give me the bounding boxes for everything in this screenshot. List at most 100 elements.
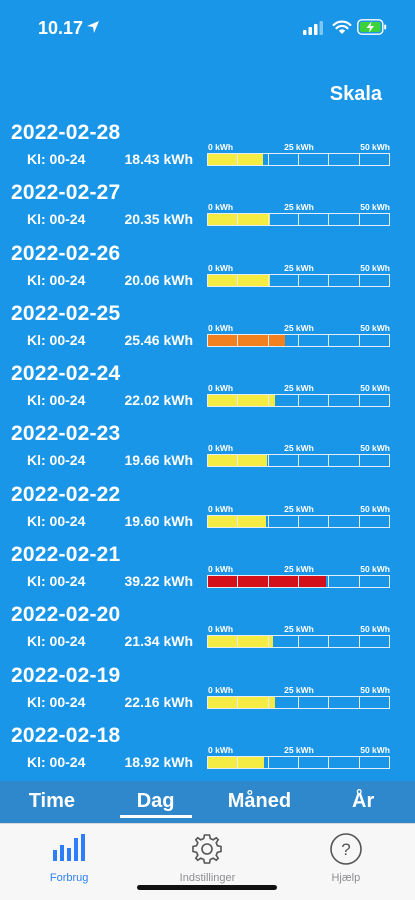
tab-hjaelp[interactable]: ? Hjælp bbox=[277, 824, 415, 900]
svg-text:?: ? bbox=[341, 840, 350, 859]
bar-fill bbox=[238, 515, 267, 527]
day-date: 2022-02-27 bbox=[11, 181, 121, 205]
scale-tick-label: 25 kWh bbox=[284, 503, 314, 514]
day-interval: Kl: 00-24 bbox=[27, 753, 86, 770]
bar-fill bbox=[208, 455, 238, 467]
bar-segment bbox=[208, 395, 239, 407]
consumption-bar bbox=[207, 153, 390, 166]
scale-tick-label: 0 kWh bbox=[208, 383, 234, 394]
day-row[interactable]: 2022-02-22 Kl: 00-24 19.60 kWh 0 kWh 25 kWh 5… bbox=[0, 479, 415, 539]
scale-ticks: 0 kWh 25 kWh 50 kWh bbox=[208, 685, 390, 695]
tab-forbrug[interactable]: Forbrug bbox=[0, 824, 138, 900]
bar-segment bbox=[208, 455, 239, 467]
day-row[interactable]: 2022-02-28 Kl: 00-24 18.43 kWh 0 kWh 25 kWh 5… bbox=[0, 117, 415, 177]
bar-segment bbox=[238, 515, 269, 527]
bar-segment bbox=[238, 395, 269, 407]
scale-tick-label: 25 kWh bbox=[284, 383, 314, 394]
scale-ticks: 0 kWh 25 kWh 50 kWh bbox=[208, 564, 390, 574]
scale-tick-label: 50 kWh bbox=[360, 684, 390, 695]
bar-fill bbox=[208, 636, 238, 648]
bar-segment bbox=[360, 697, 389, 708]
day-interval: Kl: 00-24 bbox=[27, 211, 86, 228]
day-date: 2022-02-21 bbox=[11, 543, 121, 567]
day-row[interactable]: 2022-02-21 Kl: 00-24 39.22 kWh 0 kWh 25 kWh 5… bbox=[0, 539, 415, 599]
consumption-bar bbox=[207, 273, 390, 287]
scale-tick-label: 25 kWh bbox=[284, 624, 314, 635]
tab-label-hjaelp: Hjælp bbox=[331, 872, 361, 884]
day-row[interactable]: 2022-02-25 Kl: 00-24 25.46 kWh 0 kWh 25 kWh 5… bbox=[0, 298, 415, 358]
bar-segment bbox=[329, 274, 360, 286]
day-row[interactable]: 2022-02-26 Kl: 00-24 20.06 kWh 0 kWh 25 kWh 5… bbox=[0, 238, 415, 298]
bar-segment bbox=[360, 214, 389, 225]
bar-fill bbox=[268, 334, 285, 346]
day-interval: Kl: 00-24 bbox=[27, 452, 86, 469]
tab-label-forbrug: Forbrug bbox=[49, 872, 89, 884]
scale-tick-label: 50 kWh bbox=[360, 564, 390, 575]
scale-tick-label: 25 kWh bbox=[284, 202, 314, 213]
day-date: 2022-02-26 bbox=[11, 241, 121, 265]
bar-fill bbox=[238, 696, 268, 708]
consumption-bar bbox=[207, 213, 390, 227]
bar-segment bbox=[208, 274, 239, 286]
bar-segment bbox=[208, 334, 239, 346]
bar-segment bbox=[238, 696, 269, 708]
bar-segment bbox=[329, 214, 360, 226]
bar-fill bbox=[208, 696, 238, 708]
tab-indstillinger[interactable]: Indstillinger bbox=[138, 824, 276, 900]
bar-segment bbox=[269, 756, 299, 768]
bar-segment bbox=[299, 334, 330, 346]
day-row[interactable]: 2022-02-18 Kl: 00-24 18.92 kWh 0 kWh 25 kWh 5… bbox=[0, 720, 415, 780]
scale-button[interactable]: Skala bbox=[329, 83, 382, 105]
scale-tick-label: 0 kWh bbox=[208, 202, 234, 213]
day-date: 2022-02-28 bbox=[11, 121, 121, 144]
bar-segment bbox=[360, 395, 389, 406]
day-date: 2022-02-23 bbox=[11, 422, 121, 446]
day-kwh-value: 19.66 kWh bbox=[124, 452, 193, 469]
bar-segment bbox=[299, 154, 330, 165]
bar-segment bbox=[360, 757, 389, 768]
scale-tick-label: 25 kWh bbox=[284, 684, 314, 695]
day-row[interactable]: 2022-02-24 Kl: 00-24 22.02 kWh 0 kWh 25 kWh 5… bbox=[0, 358, 415, 418]
bar-segment bbox=[238, 576, 269, 588]
bar-segment bbox=[268, 395, 299, 407]
bar-segment bbox=[208, 756, 239, 768]
consumption-bar bbox=[207, 755, 390, 769]
day-kwh-value: 25.46 kWh bbox=[124, 331, 193, 348]
bar-segment bbox=[238, 756, 269, 768]
day-interval: Kl: 00-24 bbox=[27, 271, 86, 288]
scale-tick-label: 25 kWh bbox=[284, 262, 314, 273]
day-kwh-value: 21.34 kWh bbox=[124, 633, 193, 650]
bar-fill bbox=[238, 576, 268, 588]
scale-ticks: 0 kWh 25 kWh 50 kWh bbox=[208, 202, 390, 212]
period-tab[interactable]: Time bbox=[28, 790, 76, 812]
scale-tick-label: 0 kWh bbox=[208, 142, 234, 152]
period-tab[interactable]: Måned bbox=[227, 790, 292, 812]
tab-label-indstillinger: Indstillinger bbox=[179, 872, 236, 884]
scale-tick-label: 25 kWh bbox=[284, 322, 314, 333]
bar-segment bbox=[329, 696, 360, 708]
scale-tick-label: 25 kWh bbox=[284, 142, 314, 152]
day-interval: Kl: 00-24 bbox=[27, 512, 86, 529]
day-interval: Kl: 00-24 bbox=[27, 633, 86, 650]
status-time: 10.17 bbox=[38, 18, 84, 38]
consumption-bar bbox=[207, 454, 390, 468]
bar-segment bbox=[329, 154, 360, 165]
scale-ticks: 0 kWh 25 kWh 50 kWh bbox=[208, 383, 390, 393]
period-tab[interactable]: Dag bbox=[104, 781, 208, 823]
day-row[interactable]: 2022-02-20 Kl: 00-24 21.34 kWh 0 kWh 25 kWh 5… bbox=[0, 599, 415, 659]
home-indicator bbox=[137, 885, 277, 890]
day-row[interactable]: 2022-02-23 Kl: 00-24 19.66 kWh 0 kWh 25 kWh 5… bbox=[0, 418, 415, 478]
day-kwh-value: 18.92 kWh bbox=[124, 753, 193, 770]
bar-fill bbox=[238, 154, 264, 165]
scale-tick-label: 25 kWh bbox=[284, 443, 314, 454]
bar-segment bbox=[238, 214, 269, 226]
bar-segment bbox=[329, 636, 360, 648]
day-row[interactable]: 2022-02-27 Kl: 00-24 20.35 kWh 0 kWh 25 kWh 5… bbox=[0, 177, 415, 237]
day-row[interactable]: 2022-02-19 Kl: 00-24 22.16 kWh 0 kWh 25 kWh 5… bbox=[0, 660, 415, 720]
bar-fill bbox=[268, 395, 275, 407]
period-tab[interactable]: År bbox=[352, 790, 375, 812]
bar-fill bbox=[208, 756, 238, 768]
bar-fill bbox=[268, 576, 298, 588]
tab-bar: Forbrug Indstillinger ? Hjælp bbox=[0, 823, 415, 900]
